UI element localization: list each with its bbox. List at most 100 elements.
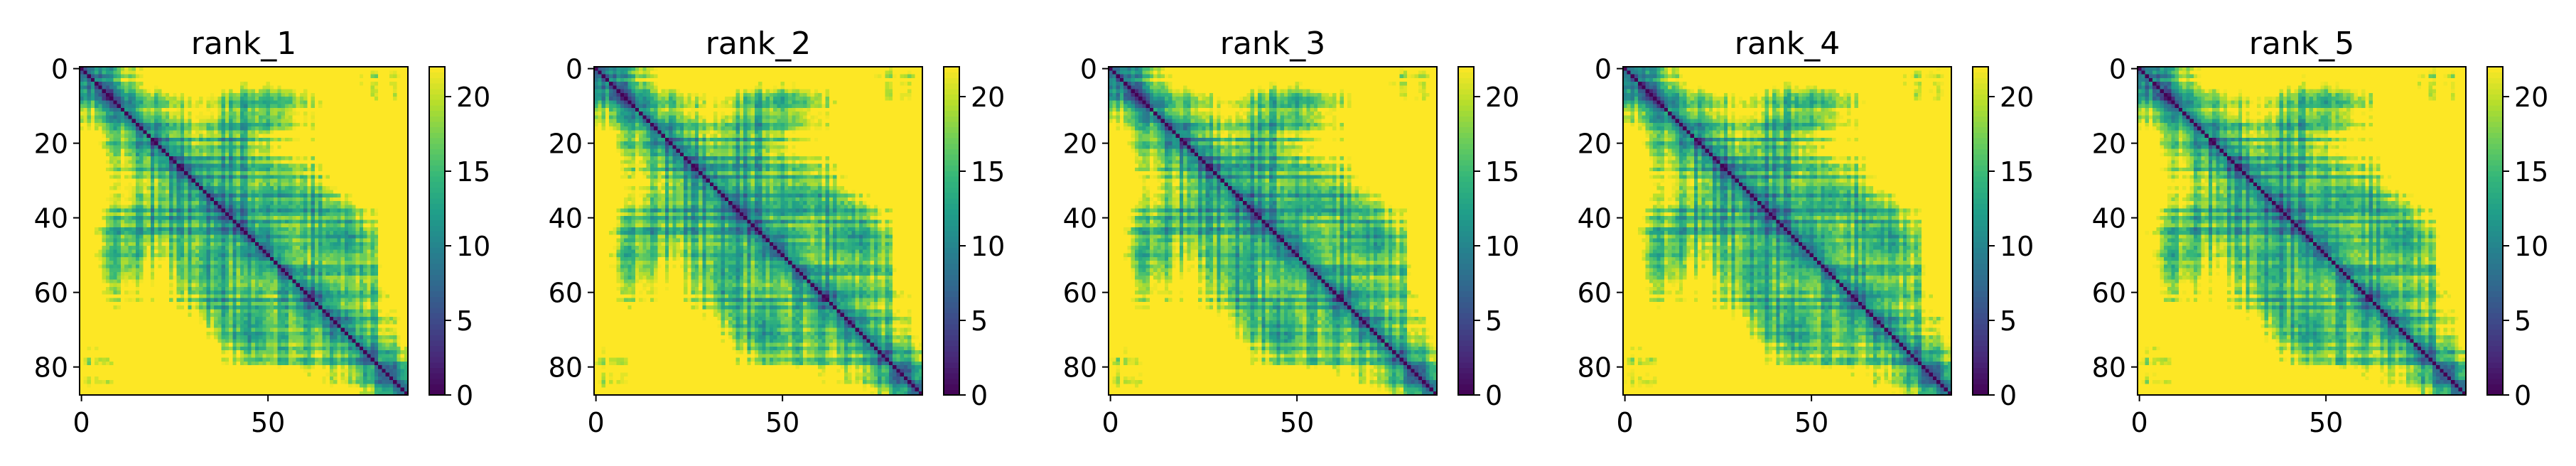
heatmap-cell bbox=[270, 119, 274, 124]
heatmap-cell bbox=[617, 85, 625, 90]
heatmap-cell bbox=[307, 115, 311, 119]
heatmap-cell bbox=[330, 197, 334, 202]
heatmap-cell bbox=[367, 335, 371, 340]
heatmap-cell bbox=[166, 220, 170, 224]
heatmap-cell bbox=[609, 93, 613, 97]
heatmap-cell bbox=[300, 332, 304, 336]
heatmap-cell bbox=[151, 234, 155, 239]
heatmap-cell bbox=[124, 126, 129, 131]
heatmap-cell bbox=[240, 212, 244, 217]
heatmap-cell bbox=[106, 279, 110, 283]
heatmap-cell bbox=[214, 294, 218, 298]
heatmap-cell bbox=[262, 269, 266, 273]
heatmap-cell bbox=[132, 242, 136, 246]
heatmap-cell bbox=[751, 90, 755, 94]
heatmap-cell bbox=[237, 294, 241, 298]
heatmap-cell bbox=[188, 305, 192, 310]
heatmap-cell bbox=[389, 332, 394, 336]
heatmap-cell bbox=[177, 269, 181, 273]
heatmap-cell bbox=[180, 168, 185, 172]
heatmap-cell bbox=[192, 257, 200, 261]
heatmap-cell bbox=[158, 123, 162, 127]
heatmap-cell bbox=[356, 212, 360, 217]
heatmap-cell bbox=[285, 347, 289, 351]
heatmap-cell bbox=[635, 78, 647, 82]
heatmap-cell bbox=[318, 261, 323, 265]
heatmap-cell bbox=[158, 130, 162, 134]
heatmap-cell bbox=[132, 264, 136, 269]
heatmap-cell bbox=[252, 343, 256, 347]
heatmap-cell bbox=[262, 97, 266, 101]
heatmap-cell bbox=[322, 264, 326, 269]
heatmap-cell bbox=[106, 160, 110, 164]
heatmap-cell bbox=[266, 209, 271, 213]
heatmap-cell bbox=[747, 90, 751, 94]
heatmap-cell bbox=[348, 362, 352, 366]
heatmap-cell bbox=[266, 130, 271, 134]
heatmap-cell bbox=[143, 279, 151, 283]
heatmap-cell bbox=[371, 93, 375, 97]
heatmap-cell bbox=[296, 317, 301, 321]
heatmap-cell bbox=[266, 231, 271, 235]
heatmap-cell bbox=[154, 246, 158, 250]
heatmap-cell bbox=[322, 220, 326, 224]
heatmap-cell bbox=[173, 97, 177, 101]
heatmap-cell bbox=[240, 209, 244, 213]
heatmap-cell bbox=[303, 179, 308, 183]
colorbar-segment bbox=[429, 291, 445, 297]
heatmap-cell bbox=[203, 254, 207, 258]
heatmap-cell bbox=[184, 239, 188, 243]
heatmap-cell bbox=[363, 272, 367, 276]
heatmap-cell bbox=[124, 115, 129, 119]
heatmap-cell bbox=[602, 75, 606, 79]
heatmap-cell bbox=[162, 123, 166, 127]
heatmap-cell bbox=[296, 216, 301, 220]
heatmap-cell bbox=[151, 168, 155, 172]
heatmap-cell bbox=[266, 227, 271, 232]
colorbar-segment bbox=[429, 160, 445, 166]
heatmap-cell bbox=[252, 305, 256, 310]
heatmap-cell bbox=[199, 276, 203, 280]
heatmap-cell bbox=[184, 201, 188, 205]
heatmap-cell bbox=[330, 313, 334, 318]
heatmap-cell bbox=[255, 119, 259, 124]
heatmap-cell bbox=[311, 358, 316, 362]
heatmap-cell bbox=[80, 276, 102, 280]
heatmap-cell bbox=[117, 186, 122, 190]
heatmap-cell bbox=[143, 190, 147, 194]
heatmap-cell bbox=[244, 100, 248, 104]
heatmap-cell bbox=[180, 130, 185, 134]
heatmap-cell bbox=[139, 104, 144, 109]
heatmap-cell bbox=[330, 362, 334, 366]
heatmap-cell bbox=[262, 175, 266, 179]
heatmap-cell bbox=[300, 291, 304, 295]
heatmap-cell bbox=[307, 242, 311, 246]
heatmap-cell bbox=[281, 269, 286, 273]
heatmap-cell bbox=[356, 205, 409, 209]
heatmap-cell bbox=[367, 257, 371, 261]
heatmap-cell bbox=[80, 201, 109, 205]
heatmap-cell bbox=[318, 347, 323, 351]
heatmap-cell bbox=[188, 104, 192, 109]
heatmap-cell bbox=[781, 85, 785, 90]
heatmap-cell bbox=[259, 294, 263, 298]
heatmap-cell bbox=[247, 354, 252, 358]
heatmap-cell bbox=[203, 112, 210, 116]
heatmap-cell bbox=[80, 156, 109, 161]
heatmap-cell bbox=[274, 197, 278, 202]
heatmap-cell bbox=[128, 90, 132, 94]
heatmap-cell bbox=[106, 276, 110, 280]
heatmap-cell bbox=[192, 168, 196, 172]
heatmap-cell bbox=[195, 100, 200, 104]
heatmap-cell bbox=[240, 246, 244, 250]
heatmap-cell bbox=[374, 85, 379, 90]
heatmap-cell bbox=[307, 324, 311, 328]
heatmap-cell bbox=[143, 171, 147, 175]
heatmap-cell bbox=[143, 126, 147, 131]
heatmap-cell bbox=[106, 254, 110, 258]
heatmap-cell bbox=[106, 212, 110, 217]
heatmap-cell bbox=[177, 97, 181, 101]
heatmap-cell bbox=[333, 343, 338, 347]
heatmap-cell bbox=[270, 234, 274, 239]
heatmap-cell bbox=[121, 276, 125, 280]
